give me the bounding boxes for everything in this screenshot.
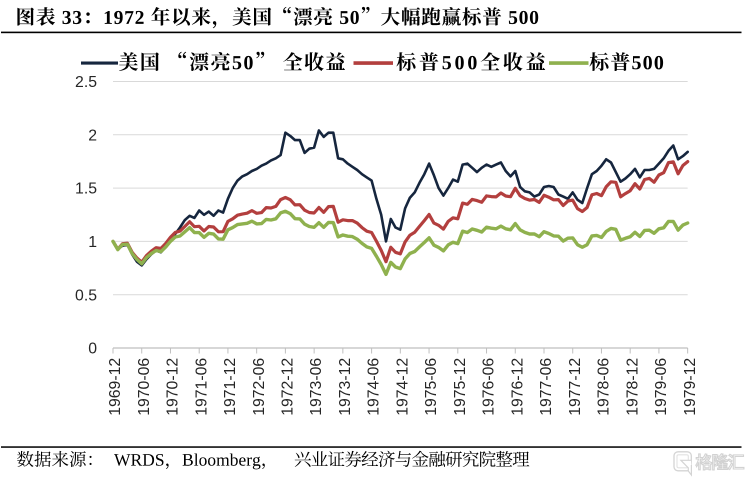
svg-text:1972-12: 1972-12 bbox=[280, 358, 297, 416]
svg-text:0.5: 0.5 bbox=[75, 287, 97, 304]
svg-text:1977-06: 1977-06 bbox=[538, 358, 555, 416]
svg-text:1971-12: 1971-12 bbox=[222, 358, 239, 416]
svg-text:1971-06: 1971-06 bbox=[193, 358, 210, 416]
svg-text:1978-06: 1978-06 bbox=[596, 358, 613, 416]
svg-text:2: 2 bbox=[88, 127, 97, 144]
svg-text:1969-12: 1969-12 bbox=[107, 358, 124, 416]
svg-text:1.5: 1.5 bbox=[75, 181, 97, 198]
svg-text:1975-06: 1975-06 bbox=[423, 358, 440, 416]
svg-text:1974-06: 1974-06 bbox=[366, 358, 383, 416]
svg-text:1978-12: 1978-12 bbox=[624, 358, 641, 416]
svg-text:1976-12: 1976-12 bbox=[509, 358, 526, 416]
svg-text:1979-06: 1979-06 bbox=[653, 358, 670, 416]
svg-text:0: 0 bbox=[88, 341, 97, 358]
svg-text:1972-06: 1972-06 bbox=[251, 358, 268, 416]
svg-text:2.5: 2.5 bbox=[75, 74, 97, 91]
svg-text:1974-12: 1974-12 bbox=[394, 358, 411, 416]
svg-text:1973-06: 1973-06 bbox=[308, 358, 325, 416]
svg-text:1970-12: 1970-12 bbox=[165, 358, 182, 416]
svg-text:1975-12: 1975-12 bbox=[452, 358, 469, 416]
svg-text:1973-12: 1973-12 bbox=[337, 358, 354, 416]
svg-text:1970-06: 1970-06 bbox=[136, 358, 153, 416]
svg-text:1: 1 bbox=[88, 234, 97, 251]
svg-text:1977-12: 1977-12 bbox=[567, 358, 584, 416]
svg-text:1976-06: 1976-06 bbox=[481, 358, 498, 416]
svg-text:1979-12: 1979-12 bbox=[682, 358, 699, 416]
